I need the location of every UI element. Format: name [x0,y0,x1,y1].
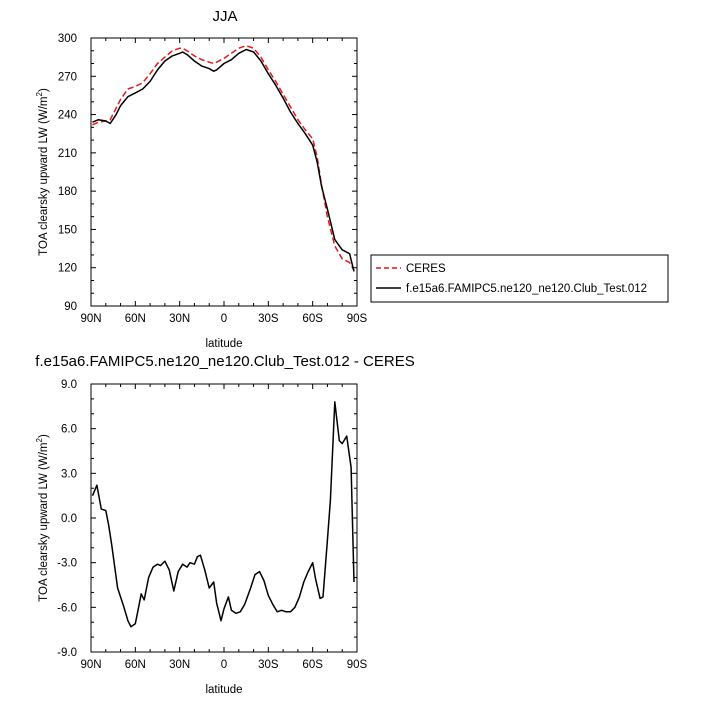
bottom-y-tick-label: 9.0 [61,379,77,391]
legend-label-ceres: CERES [406,263,446,275]
legend: CERES f.e15a6.FAMIPC5.ne120_ne120.Club_T… [370,254,669,303]
top-y-tick-label: 120 [58,263,77,275]
top-y-tick-label: 150 [58,224,77,236]
top-panel: JJA 90N 60N 30N 0 30S 60S 90S 90 120 150 180 210 240… [35,8,368,350]
top-x-tick-label: 30S [258,313,279,325]
bottom-y-axis-label: TOA clearsky upward LW (W/m2) [35,434,50,602]
top-x-tick-label: 30N [169,313,190,325]
top-tick-labels: 90N 60N 30N 0 30S 60S 90S 90 120 150 180 210 240 270 3… [58,33,368,325]
bottom-y-tick-label: 3.0 [61,468,77,480]
legend-label-model: f.e15a6.FAMIPC5.ne120_ne120.Club_Test.01… [406,283,647,295]
bottom-tick-labels: 90N 60N 30N 0 30S 60S 90S -9.0 -6.0 -3.0 0.0 3.0 6.0… [57,379,367,671]
top-x-tick-label: 0 [221,313,227,325]
bottom-x-tick-label: 0 [221,659,227,671]
top-series-line-0 [92,44,355,271]
top-chart-title: JJA [212,8,237,25]
top-x-axis-label: latitude [205,338,242,350]
bottom-y-tick-label: 0.0 [61,513,77,525]
bottom-chart-title: f.e15a6.FAMIPC5.ne120_ne120.Club_Test.01… [35,353,414,370]
bottom-plot-frame [90,383,358,653]
bottom-x-tick-label: 90S [347,659,368,671]
top-y-tick-label: 300 [58,33,77,45]
top-x-tick-label: 90S [347,313,368,325]
top-x-tick-label: 90N [80,313,101,325]
bottom-y-tick-label: 6.0 [61,424,77,436]
bottom-y-axis-label-sup: 2 [35,437,44,442]
top-y-tick-label: 90 [64,301,77,313]
bottom-x-tick-label: 60N [125,659,146,671]
bottom-x-tick-label: 30S [258,659,279,671]
top-x-tick-label: 60N [125,313,146,325]
top-y-axis-label-sup: 2 [35,91,44,96]
top-y-axis-label-tail: ) [38,88,50,92]
top-y-tick-label: 240 [58,110,77,122]
top-y-tick-label: 270 [58,71,77,83]
top-y-tick-label: 180 [58,186,77,198]
bottom-x-axis-label: latitude [205,684,242,696]
top-y-axis-label: TOA clearsky upward LW (W/m2) [35,88,50,256]
bottom-x-tick-label: 60S [302,659,323,671]
top-plot-frame [90,37,358,307]
bottom-y-tick-label: -3.0 [57,558,77,570]
bottom-x-tick-label: 30N [169,659,190,671]
bottom-y-axis-label-main: TOA clearsky upward LW (W/m [38,442,50,601]
bottom-series-line-0 [91,401,355,628]
top-series-group [92,44,355,272]
top-axis-ticks [90,37,358,307]
bottom-panel: f.e15a6.FAMIPC5.ne120_ne120.Club_Test.01… [35,353,415,696]
top-y-axis-label-main: TOA clearsky upward LW (W/m [38,96,50,255]
bottom-series-group [91,401,355,628]
top-series-line-1 [92,48,355,272]
bottom-y-axis-label-tail: ) [38,434,50,438]
top-x-tick-label: 60S [302,313,323,325]
bottom-y-tick-label: -9.0 [57,647,77,659]
legend-box [370,254,669,303]
top-y-tick-label: 210 [58,148,77,160]
bottom-y-tick-label: -6.0 [57,602,77,614]
bottom-x-tick-label: 90N [80,659,101,671]
